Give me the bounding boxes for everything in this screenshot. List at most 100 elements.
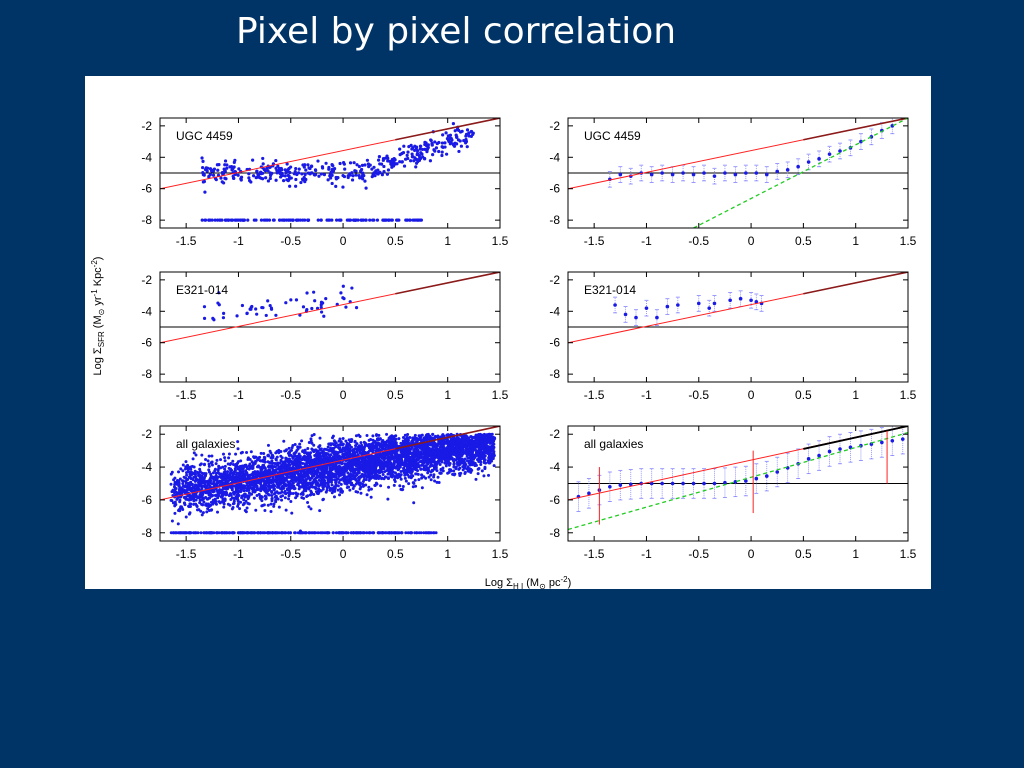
- y-tick-label: -4: [141, 150, 152, 164]
- data-point: [437, 149, 441, 154]
- data-point: [448, 142, 452, 146]
- y-tick-label: -2: [141, 119, 152, 133]
- data-point: [240, 494, 244, 498]
- data-point: [376, 158, 381, 162]
- data-point: [362, 446, 366, 450]
- data-point: [228, 475, 232, 479]
- data-point: [185, 471, 189, 475]
- data-point: [382, 218, 386, 222]
- data-point: [217, 500, 221, 504]
- data-point: [322, 173, 327, 177]
- data-point: [417, 218, 421, 222]
- data-point: [327, 463, 331, 467]
- data-point: [338, 437, 342, 441]
- data-point: [253, 459, 257, 463]
- data-point: [190, 473, 194, 477]
- data-point: [357, 471, 361, 475]
- data-point: [194, 477, 198, 481]
- data-point: [364, 218, 368, 222]
- data-point: [289, 500, 293, 504]
- data-point: [239, 500, 243, 504]
- data-point: [322, 314, 326, 318]
- data-point: [440, 141, 444, 145]
- data-point: [330, 491, 334, 495]
- data-point: [252, 218, 256, 222]
- data-point: [329, 176, 333, 180]
- data-point: [419, 144, 423, 148]
- data-point: [410, 458, 414, 462]
- data-point: [181, 479, 185, 483]
- data-point: [341, 296, 345, 300]
- data-point: [411, 155, 415, 159]
- data-point: [223, 456, 227, 460]
- data-point: [295, 449, 299, 453]
- data-point: [272, 218, 276, 222]
- data-point: [440, 153, 444, 158]
- data-point: [433, 479, 437, 483]
- data-point: [258, 170, 263, 175]
- data-point: [370, 167, 374, 171]
- data-point: [231, 176, 236, 180]
- data-point: [398, 473, 402, 477]
- data-point: [187, 475, 191, 479]
- data-point: [236, 499, 240, 503]
- data-point: [368, 218, 372, 222]
- data-point: [331, 168, 336, 172]
- data-point: [462, 463, 466, 467]
- data-point: [193, 471, 197, 475]
- data-point: [280, 168, 284, 172]
- data-point: [437, 481, 441, 485]
- panel-label: UGC 4459: [584, 129, 641, 143]
- data-point: [385, 432, 389, 436]
- data-point: [275, 171, 279, 175]
- data-point: [230, 468, 234, 472]
- data-point: [457, 448, 461, 452]
- data-point: [365, 158, 370, 162]
- panel-label: E321-014: [176, 283, 228, 297]
- data-point: [431, 432, 435, 436]
- data-point: [341, 173, 345, 178]
- data-point: [386, 477, 390, 481]
- data-point: [247, 491, 251, 495]
- data-point: [218, 483, 222, 487]
- data-point: [233, 158, 237, 162]
- data-point: [287, 218, 291, 222]
- data-point: [227, 466, 231, 470]
- data-point: [252, 455, 256, 459]
- data-point: [223, 467, 227, 471]
- plot-area: [160, 426, 500, 535]
- data-point: [407, 482, 411, 486]
- data-point: [373, 174, 377, 178]
- data-point: [305, 308, 309, 312]
- data-point: [338, 161, 342, 166]
- data-point: [327, 167, 331, 171]
- data-point: [203, 190, 207, 194]
- data-point: [361, 480, 365, 484]
- data-point: [618, 172, 623, 177]
- kennicutt-segment: [395, 272, 500, 295]
- data-point: [355, 163, 359, 167]
- data-point: [234, 462, 238, 466]
- data-point: [409, 159, 413, 163]
- data-point: [754, 300, 759, 304]
- data-point: [306, 218, 310, 222]
- data-point: [360, 443, 364, 447]
- data-point: [380, 452, 384, 456]
- data-point: [400, 160, 404, 164]
- data-point: [349, 445, 353, 449]
- data-point: [346, 174, 350, 178]
- y-tick-label: -6: [141, 336, 152, 350]
- data-point: [361, 177, 365, 181]
- data-point: [436, 475, 440, 479]
- x-tick-label: 1.5: [900, 388, 917, 402]
- data-point: [410, 152, 414, 156]
- y-tick-label: -2: [549, 119, 560, 133]
- data-point: [187, 512, 191, 516]
- data-point: [436, 434, 440, 438]
- data-point: [426, 143, 430, 147]
- data-point: [298, 464, 302, 468]
- data-point: [339, 482, 343, 486]
- data-point: [362, 174, 366, 178]
- data-point: [329, 480, 333, 484]
- data-point: [340, 490, 344, 494]
